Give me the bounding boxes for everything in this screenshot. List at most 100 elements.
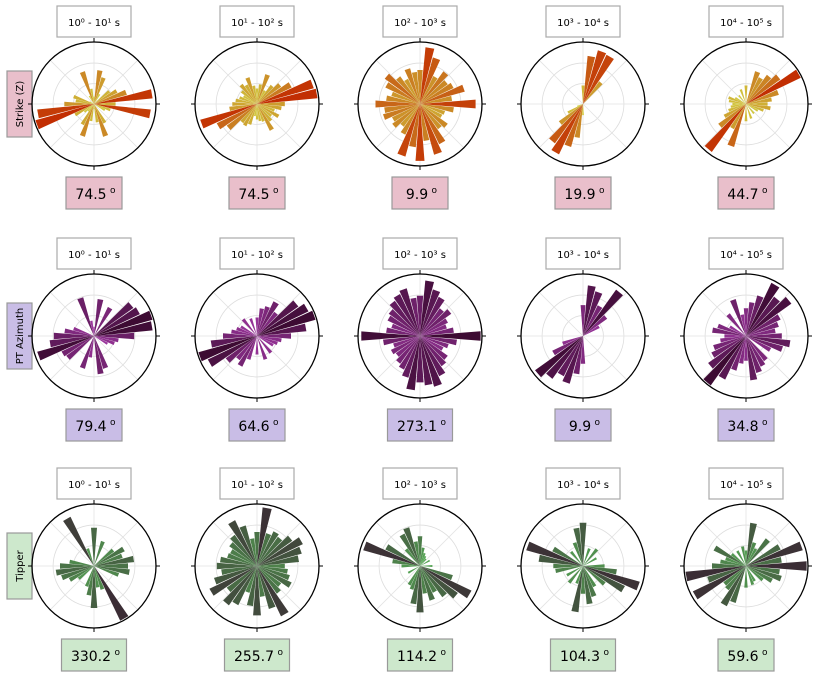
- rose-bar: [746, 336, 758, 381]
- median-angle-value: 59.6: [727, 649, 758, 665]
- rose-bar: [235, 98, 257, 104]
- rose-bar: [420, 336, 447, 367]
- rose-bar: [575, 566, 583, 584]
- rose-bar: [230, 549, 257, 566]
- rose-bar: [392, 559, 420, 566]
- period-box: 10² - 10³ s: [382, 467, 458, 500]
- rose-bar: [708, 336, 746, 369]
- rose-bar: [239, 525, 257, 566]
- rose-bar: [240, 325, 257, 336]
- rose-bar: [94, 332, 135, 340]
- rose-bar: [729, 325, 746, 336]
- rose-bar: [399, 288, 420, 336]
- rose-bar: [416, 295, 424, 336]
- rose-bar: [393, 336, 420, 348]
- rose-bar: [420, 566, 427, 594]
- rose-bar: [725, 566, 746, 591]
- rose-bar: [404, 68, 420, 104]
- rose-bar: [389, 300, 420, 336]
- rose-bar: [94, 104, 109, 137]
- rose-bar: [526, 541, 583, 566]
- rose-bar: [746, 566, 773, 583]
- rose-bar: [257, 83, 282, 104]
- rose-bar: [549, 104, 583, 144]
- period-label: 10⁰ - 10¹ s: [68, 18, 120, 29]
- rose-bar: [209, 566, 257, 596]
- rose-bar: [720, 559, 746, 566]
- median-angle-value: 74.5: [238, 187, 269, 203]
- rose-bar: [746, 522, 757, 566]
- rose-bar: [720, 336, 746, 343]
- rose-bar: [257, 82, 292, 104]
- rose-bar: [85, 566, 94, 587]
- rose-bar: [61, 566, 94, 581]
- rose-bar: [257, 104, 265, 122]
- rose-bar: [257, 84, 274, 104]
- rose-bar: [420, 552, 426, 566]
- rose-bar: [692, 566, 746, 600]
- period-label: 10¹ - 10² s: [231, 250, 283, 261]
- rose-bar: [237, 336, 257, 367]
- rose-bar: [583, 557, 597, 566]
- period-box: 10⁴ - 10⁵ s: [708, 237, 784, 270]
- rose-bar: [94, 89, 118, 104]
- rose-bar: [583, 566, 617, 575]
- period-box: 10² - 10³ s: [382, 237, 458, 270]
- median-angle-value: 44.7: [727, 187, 758, 203]
- rose-bar: [93, 326, 95, 336]
- rose-bar: [210, 336, 257, 348]
- polar-panel: 10⁰ - 10¹ s 330.2 o: [28, 467, 160, 672]
- rose-bar: [409, 566, 420, 590]
- rose-bar: [416, 336, 424, 383]
- rose-bar: [94, 546, 125, 566]
- median-angle-box: 104.3 o: [549, 638, 617, 672]
- rose-bar: [361, 331, 420, 341]
- rose-bar: [227, 553, 257, 566]
- rose-bar: [94, 566, 129, 621]
- rose-bar: [385, 82, 420, 104]
- rose-bar: [420, 336, 446, 377]
- period-label: 10² - 10³ s: [394, 250, 446, 261]
- rose-bar: [257, 301, 279, 336]
- rose-bar: [552, 336, 583, 356]
- rose-bar: [746, 544, 781, 566]
- rose-bar: [420, 566, 435, 601]
- rose-bar: [583, 566, 625, 593]
- rose-bar: [730, 553, 746, 566]
- rose-bar: [420, 559, 431, 566]
- rose-bar: [746, 566, 764, 582]
- degree-mark: o: [762, 648, 768, 658]
- rose-bar: [94, 548, 115, 566]
- period-label: 10³ - 10⁴ s: [557, 480, 609, 491]
- polar-panel: 10¹ - 10² s 74.5 o: [191, 5, 323, 210]
- rose-bar: [80, 104, 94, 126]
- row-label-text: Tipper: [15, 549, 26, 582]
- period-box: 10⁰ - 10¹ s: [56, 237, 132, 270]
- rose-bar: [86, 566, 94, 596]
- rose-bar: [255, 336, 259, 355]
- rose-bar: [257, 90, 266, 104]
- rose-bar: [562, 336, 583, 384]
- rose-bar: [257, 310, 316, 336]
- rose-bar: [257, 531, 279, 566]
- rose-bar: [396, 76, 420, 104]
- rose-bar: [94, 566, 120, 577]
- rose-bar: [746, 314, 781, 336]
- rose-bar: [420, 104, 446, 145]
- rose-bar: [257, 566, 281, 594]
- rose-bar: [404, 548, 420, 566]
- rose-bar: [243, 104, 257, 127]
- rose-bar: [562, 336, 583, 345]
- rose-bar: [94, 302, 134, 336]
- rose-bar: [746, 71, 761, 104]
- rose-bar: [73, 95, 94, 104]
- rose-bar: [226, 104, 257, 131]
- period-box: 10³ - 10⁴ s: [545, 237, 621, 270]
- rose-bar: [94, 77, 106, 104]
- rose-bar: [581, 85, 585, 104]
- rose-bar: [746, 321, 779, 336]
- rose-bar: [420, 99, 476, 109]
- period-label: 10⁰ - 10¹ s: [68, 250, 120, 261]
- rose-bar: [713, 545, 746, 566]
- rose-bar: [88, 95, 94, 104]
